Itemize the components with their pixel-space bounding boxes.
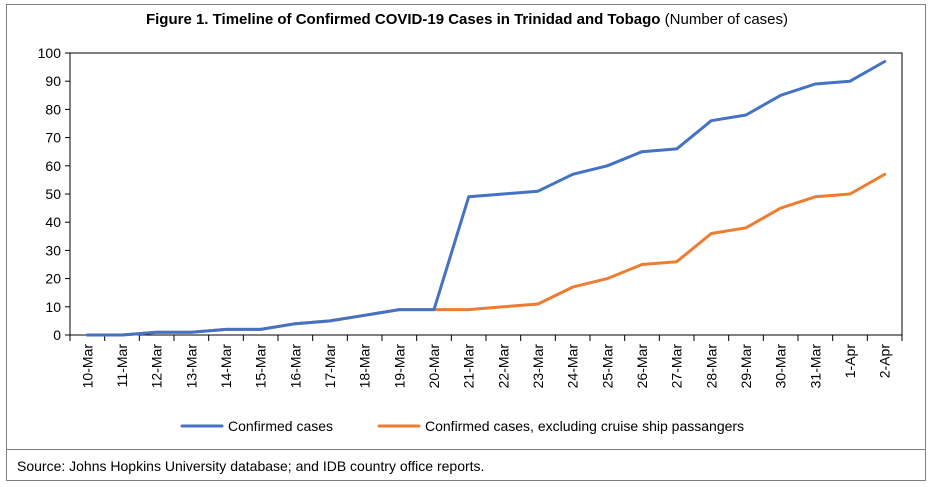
x-tick-label: 17-Mar [322, 344, 338, 389]
y-tick-label: 80 [45, 101, 61, 117]
line-chart: 0 10 20 30 40 50 60 70 80 90 100 10-Mar 11-Mar 12-Mar… [38, 45, 903, 434]
y-tick-label: 60 [45, 158, 61, 174]
x-tick-label: 12-Mar [149, 344, 165, 389]
x-tick-label: 1-Apr [842, 344, 858, 379]
series-line-2 [85, 172, 887, 337]
chart-title-unit: (Number of cases) [660, 11, 789, 28]
y-tick-label: 50 [45, 186, 61, 202]
series-line-1 [85, 60, 887, 337]
x-tick-label: 28-Mar [703, 344, 719, 389]
x-tick-label: 18-Mar [357, 344, 373, 389]
x-tick-label: 22-Mar [495, 344, 511, 389]
legend-label-2: Confirmed cases, excluding cruise ship p… [425, 418, 744, 434]
x-tick-label: 13-Mar [183, 344, 199, 389]
x-tick-label: 23-Mar [530, 344, 546, 389]
x-tick-label: 10-Mar [79, 344, 95, 389]
y-tick-label: 70 [45, 130, 61, 146]
y-tick-label: 30 [45, 242, 61, 258]
x-tick-label: 15-Mar [253, 344, 269, 389]
x-tick-label: 11-Mar [114, 344, 130, 388]
x-tick-label: 21-Mar [461, 344, 477, 389]
chart-title-main: Figure 1. Timeline of Confirmed COVID-19… [145, 11, 661, 28]
x-tick-label: 2-Apr [877, 344, 893, 379]
x-tick-label: 24-Mar [565, 344, 581, 389]
chart-title: Figure 1. Timeline of Confirmed COVID-19… [7, 11, 927, 28]
y-tick-label: 100 [38, 45, 62, 61]
x-tick-label: 20-Mar [426, 344, 442, 389]
x-tick-label: 31-Mar [807, 344, 823, 389]
source-divider [7, 449, 925, 450]
y-tick-label: 10 [45, 299, 61, 315]
y-tick-label: 90 [45, 73, 61, 89]
x-tick-label: 27-Mar [669, 344, 685, 389]
x-tick-label: 19-Mar [391, 344, 407, 389]
legend-label-1: Confirmed cases [228, 418, 333, 434]
y-tick-label: 20 [45, 271, 61, 287]
y-tick-label: 40 [45, 214, 61, 230]
x-tick-label: 29-Mar [738, 344, 754, 389]
y-tick-label: 0 [53, 327, 61, 343]
x-tick-label: 16-Mar [287, 344, 303, 389]
x-tick-label: 25-Mar [599, 344, 615, 389]
chart-frame: Figure 1. Timeline of Confirmed COVID-19… [6, 4, 926, 481]
source-note: Source: Johns Hopkins University databas… [17, 458, 485, 474]
x-tick-label: 14-Mar [218, 344, 234, 389]
x-tick-label: 26-Mar [634, 344, 650, 389]
x-tick-label: 30-Mar [773, 344, 789, 389]
